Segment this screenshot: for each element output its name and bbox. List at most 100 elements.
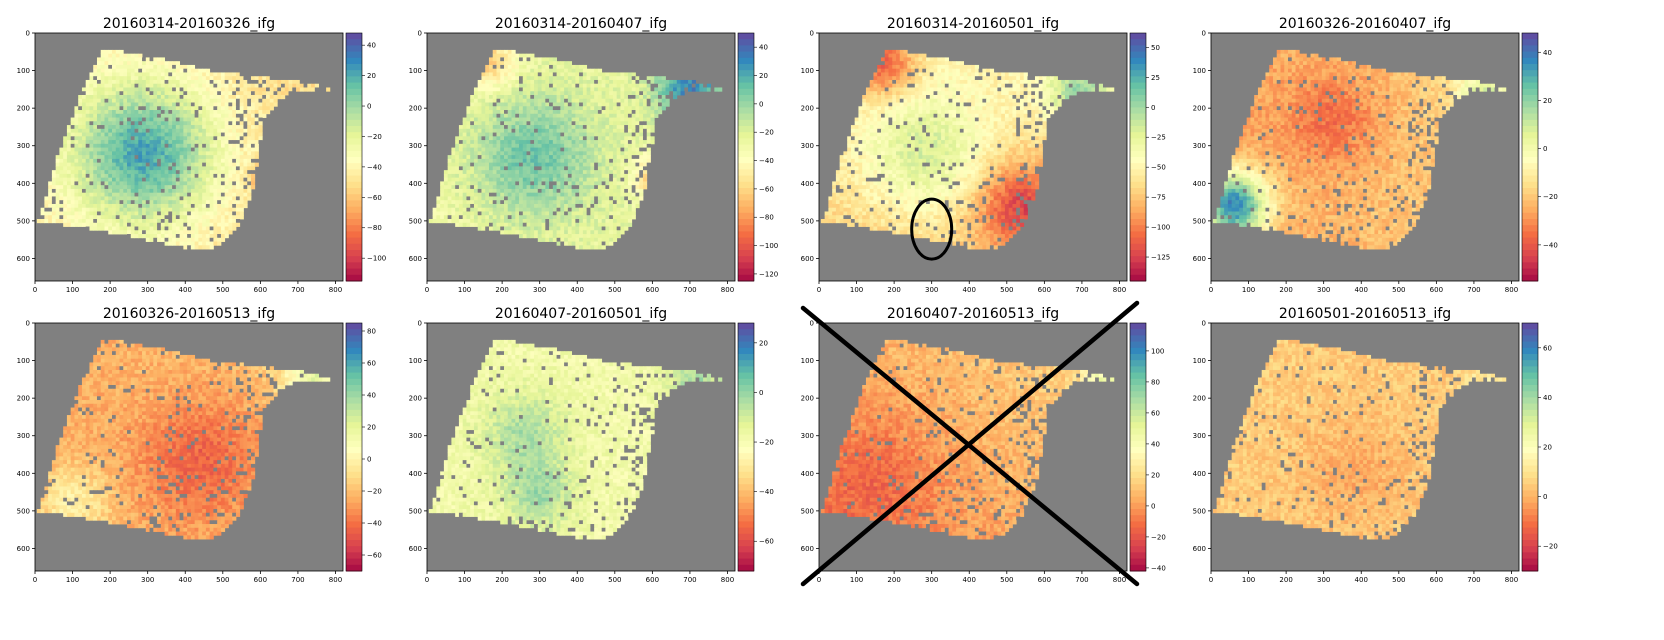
heat-cell <box>85 136 90 141</box>
heat-cell <box>164 113 169 118</box>
heat-cell <box>470 188 475 194</box>
heat-cell <box>650 91 655 96</box>
heat-cell <box>601 158 606 164</box>
heat-cell <box>609 147 614 152</box>
heat-cell <box>624 181 629 186</box>
heat-cell <box>119 147 124 152</box>
heat-cell <box>187 185 192 190</box>
heat-cell <box>560 87 565 92</box>
heat-cell <box>224 151 229 156</box>
heat-cell <box>179 91 184 96</box>
heat-cell <box>534 226 539 231</box>
heat-cell <box>190 219 196 224</box>
heat-cell <box>470 200 475 205</box>
heat-cell <box>127 203 132 209</box>
heat-cell <box>235 192 241 197</box>
heat-cell <box>59 158 64 164</box>
heat-cell <box>549 162 554 167</box>
heat-cell <box>504 166 509 171</box>
heat-cell <box>296 83 301 88</box>
heat-cell <box>590 87 595 92</box>
heat-cell <box>534 61 539 66</box>
heat-cell <box>89 128 94 133</box>
heat-cell <box>466 192 471 197</box>
heat-cell <box>112 91 117 96</box>
heat-cell <box>112 83 117 88</box>
heat-cell <box>168 76 173 81</box>
heat-cell <box>556 230 561 235</box>
heat-cell <box>235 136 241 141</box>
heat-cell <box>594 166 599 171</box>
heat-cell <box>639 79 644 85</box>
heat-cell <box>183 234 188 239</box>
heat-cell <box>676 87 681 92</box>
heat-cell <box>232 215 237 220</box>
heat-cell <box>597 147 603 152</box>
heat-cell <box>552 166 557 171</box>
heat-cell <box>477 192 482 197</box>
heat-cell <box>609 151 614 156</box>
heat-cell <box>168 181 173 186</box>
heat-cell <box>601 200 606 205</box>
heat-cell <box>194 125 199 130</box>
heat-cell <box>123 72 128 77</box>
heat-cell <box>485 136 490 141</box>
colorbar-tick-label: 20 <box>367 72 376 80</box>
heat-cell <box>66 177 72 182</box>
heat-cell <box>134 226 139 231</box>
heat-cell <box>89 181 94 186</box>
heat-cell <box>164 79 169 85</box>
heat-cell <box>138 207 143 212</box>
heat-cell <box>560 121 565 126</box>
heat-cell <box>224 140 229 145</box>
heat-cell <box>530 76 535 81</box>
heat-cell <box>519 102 524 107</box>
heat-cell <box>496 219 501 224</box>
heat-cell <box>224 76 229 81</box>
heat-cell <box>609 136 614 141</box>
heat-cell <box>224 113 229 118</box>
heat-cell <box>209 155 214 160</box>
heat-cell <box>537 110 542 115</box>
heat-cell <box>243 196 248 201</box>
heat-cell <box>612 72 618 77</box>
heat-cell <box>496 132 501 137</box>
heat-cell <box>496 87 501 92</box>
heat-cell <box>515 61 520 66</box>
heat-cell <box>235 125 241 130</box>
heat-cell <box>104 219 109 224</box>
heat-cell <box>511 132 516 137</box>
heat-cell <box>451 162 456 167</box>
heat-cell <box>470 121 475 126</box>
heat-cell <box>266 95 271 100</box>
heat-cell <box>93 226 98 231</box>
heat-cell <box>549 230 554 235</box>
heat-cell <box>462 207 467 212</box>
heat-cell <box>187 113 192 118</box>
heat-cell <box>462 185 467 190</box>
heat-cell <box>96 211 102 216</box>
heat-cell <box>586 196 591 201</box>
heat-cell <box>149 162 154 167</box>
heat-cell <box>616 102 621 107</box>
heat-cell <box>224 95 229 100</box>
heat-cell <box>149 140 154 145</box>
heat-cell <box>601 166 606 171</box>
heat-cell <box>522 76 527 81</box>
heat-cell <box>549 57 554 62</box>
heat-cell <box>217 110 222 115</box>
heat-cell <box>601 140 606 145</box>
heat-cell <box>202 219 207 224</box>
heat-cell <box>455 207 460 212</box>
heat-cell <box>258 87 263 92</box>
heat-cell <box>96 140 102 145</box>
heat-cell <box>104 147 109 152</box>
heat-cell <box>70 211 75 216</box>
heat-cell <box>556 102 561 107</box>
heat-cell <box>575 155 580 160</box>
heat-cell <box>217 177 222 182</box>
heat-cell <box>172 203 177 209</box>
heat-cell <box>157 57 162 62</box>
heat-cell <box>138 136 143 141</box>
heat-cell <box>81 181 87 186</box>
